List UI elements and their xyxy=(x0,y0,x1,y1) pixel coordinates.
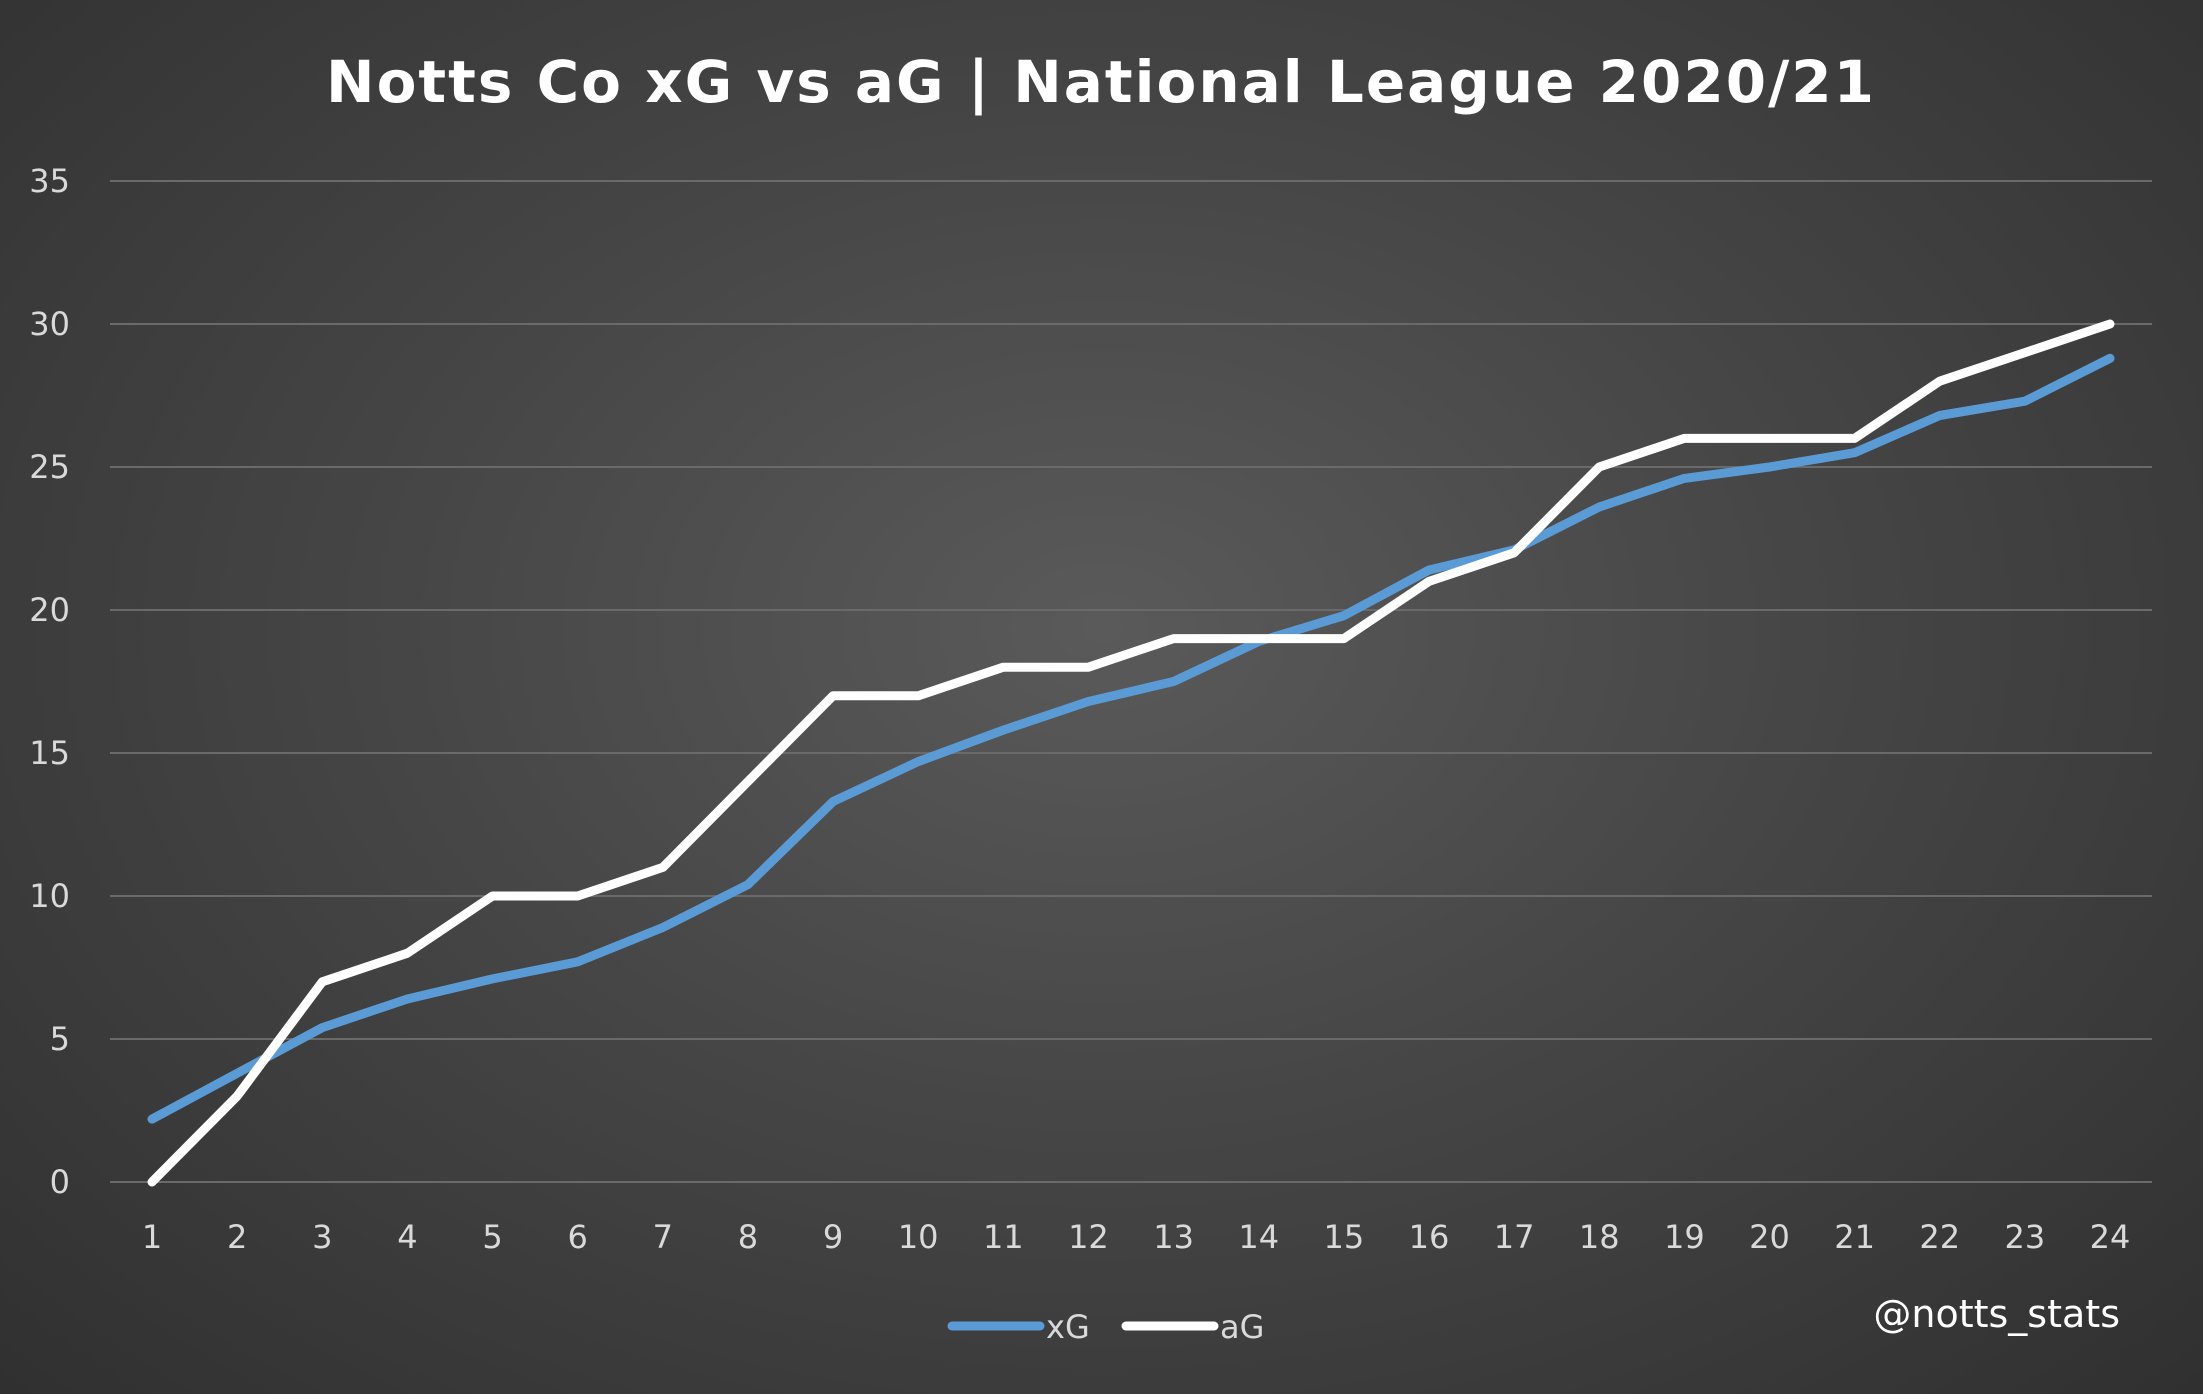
y-tick-label: 35 xyxy=(29,162,70,200)
x-tick-label: 14 xyxy=(1238,1218,1279,1256)
x-tick-label: 2 xyxy=(227,1218,247,1256)
y-axis-ticks: 0 5 10 15 20 25 30 35 xyxy=(29,162,70,1201)
x-tick-label: 19 xyxy=(1664,1218,1705,1256)
x-tick-label: 24 xyxy=(2090,1218,2131,1256)
x-tick-label: 9 xyxy=(823,1218,843,1256)
x-tick-label: 10 xyxy=(898,1218,939,1256)
y-tick-label: 25 xyxy=(29,448,70,486)
x-tick-label: 1 xyxy=(142,1218,162,1256)
x-tick-label: 18 xyxy=(1579,1218,1620,1256)
legend-label-aG: aG xyxy=(1220,1308,1264,1346)
gridlines xyxy=(110,180,2152,1183)
chart-title: Notts Co xG vs aG | National League 2020… xyxy=(326,48,1876,116)
x-tick-label: 15 xyxy=(1323,1218,1364,1256)
legend-label-xG: xG xyxy=(1046,1308,1090,1346)
x-tick-label: 21 xyxy=(1834,1218,1875,1256)
x-tick-label: 13 xyxy=(1153,1218,1194,1256)
y-tick-label: 0 xyxy=(50,1163,70,1201)
y-tick-label: 15 xyxy=(29,734,70,772)
x-tick-label: 4 xyxy=(397,1218,417,1256)
x-tick-label: 17 xyxy=(1494,1218,1535,1256)
x-tick-label: 3 xyxy=(312,1218,332,1256)
x-tick-label: 20 xyxy=(1749,1218,1790,1256)
y-tick-label: 5 xyxy=(50,1020,70,1058)
legend: xG aG xyxy=(947,1308,1264,1346)
series-line-aG xyxy=(147,319,2115,1187)
x-tick-label: 8 xyxy=(738,1218,758,1256)
series-lines xyxy=(147,319,2115,1187)
x-tick-label: 7 xyxy=(653,1218,673,1256)
x-tick-label: 23 xyxy=(2005,1218,2046,1256)
x-tick-label: 5 xyxy=(482,1218,502,1256)
x-tick-label: 6 xyxy=(567,1218,587,1256)
x-tick-label: 22 xyxy=(1919,1218,1960,1256)
y-tick-label: 20 xyxy=(29,591,70,629)
credit-handle: @notts_stats xyxy=(1873,1292,2120,1336)
y-tick-label: 30 xyxy=(29,305,70,343)
x-tick-label: 16 xyxy=(1409,1218,1450,1256)
x-axis-ticks: 1 2 3 4 5 6 7 8 9 10 11 12 13 14 15 16 17 18 19 20 21 22 23 24 xyxy=(142,1218,2131,1256)
x-tick-label: 11 xyxy=(983,1218,1024,1256)
x-tick-label: 12 xyxy=(1068,1218,1109,1256)
y-tick-label: 10 xyxy=(29,877,70,915)
series-line-xG xyxy=(147,353,2115,1124)
